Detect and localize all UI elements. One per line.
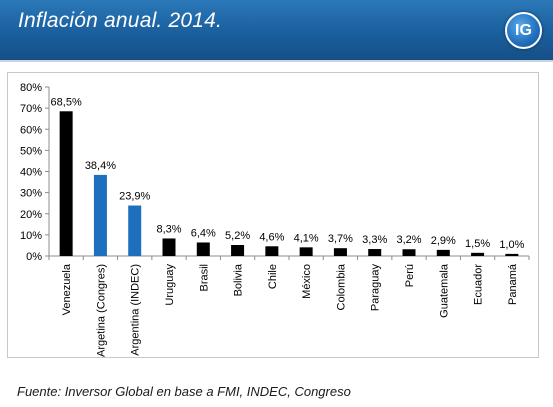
y-tick-label: 80%	[20, 82, 42, 94]
bar	[402, 249, 416, 256]
data-label: 6,4%	[191, 227, 216, 239]
x-tick-label: Brasil	[198, 264, 210, 292]
bar	[436, 249, 450, 256]
bar	[505, 253, 519, 256]
chart-container: 0% 10% 20% 30% 40% 50% 60% 70% 80% 68,5% Venezuela…	[7, 72, 539, 358]
data-label: 4,1%	[294, 232, 319, 244]
bar	[333, 248, 347, 256]
x-tick-label: Colombia	[335, 263, 347, 310]
source-note: Fuente: Inversor Global en base a FMI, I…	[17, 384, 351, 399]
x-tick-label: México	[301, 264, 313, 299]
bar	[59, 111, 73, 256]
bar	[162, 238, 176, 256]
y-tick-label: 0%	[26, 251, 42, 263]
x-tick-label: Uruguay	[164, 264, 176, 306]
y-tick-label: 40%	[20, 167, 42, 179]
bar	[299, 247, 313, 256]
data-label: 4,6%	[259, 231, 284, 243]
y-tick-label: 70%	[20, 103, 42, 115]
data-label: 3,2%	[396, 234, 421, 246]
y-tick-label: 10%	[20, 230, 42, 242]
x-tick-label: Chile	[267, 264, 279, 289]
data-label: 2,9%	[431, 235, 456, 247]
data-label: 3,3%	[362, 234, 387, 246]
x-tick-label: Argentina (INDEC)	[130, 264, 142, 356]
bar	[128, 205, 142, 256]
bar	[196, 242, 210, 256]
x-tick-label: Paraguay	[370, 264, 382, 312]
x-tick-label: Guatemala	[438, 263, 450, 318]
y-tick-label: 60%	[20, 124, 42, 136]
ig-logo: IG	[505, 12, 542, 49]
chart-header: Inflación anual. 2014. IG	[0, 0, 553, 62]
y-tick-label: 20%	[20, 209, 42, 221]
y-tick-label: 30%	[20, 188, 42, 200]
x-tick-label: Panamá	[507, 263, 519, 305]
data-label: 68,5%	[51, 96, 82, 108]
x-tick-label: Venezuela	[61, 263, 73, 315]
x-tick-label: Perú	[404, 264, 416, 287]
bar	[231, 245, 245, 256]
x-tick-label: Ecuador	[473, 264, 485, 305]
y-tick-label: 50%	[20, 145, 42, 157]
x-tick-label: Argetina (Congres)	[95, 264, 107, 357]
bar	[93, 174, 107, 256]
x-tick-label: Bolivia	[233, 263, 245, 296]
bar	[265, 246, 279, 256]
bar	[471, 252, 485, 256]
data-label: 1,0%	[499, 239, 524, 251]
bar-chart: 0% 10% 20% 30% 40% 50% 60% 70% 80% 68,5% Venezuela…	[20, 82, 530, 357]
chart-title: Inflación anual. 2014.	[18, 9, 223, 32]
ig-logo-text: IG	[515, 21, 532, 39]
bar	[368, 249, 382, 256]
data-label: 23,9%	[119, 191, 150, 203]
data-label: 1,5%	[465, 238, 490, 250]
data-label: 8,3%	[156, 223, 181, 235]
data-label: 5,2%	[225, 230, 250, 242]
data-label: 38,4%	[85, 160, 116, 172]
data-label: 3,7%	[328, 233, 353, 245]
